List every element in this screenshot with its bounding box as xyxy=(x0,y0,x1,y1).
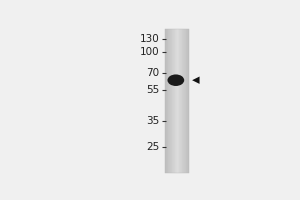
Bar xyxy=(180,29,181,173)
Bar xyxy=(188,29,189,173)
Bar xyxy=(167,29,168,173)
Bar xyxy=(182,29,183,173)
Polygon shape xyxy=(192,77,200,84)
Bar xyxy=(169,29,170,173)
Bar xyxy=(176,29,177,173)
Text: 100: 100 xyxy=(140,47,160,57)
Bar xyxy=(168,29,169,173)
Bar xyxy=(165,29,166,173)
Bar xyxy=(177,29,178,173)
Text: 70: 70 xyxy=(146,68,160,78)
Bar xyxy=(179,29,180,173)
Text: 25: 25 xyxy=(146,142,160,152)
Bar xyxy=(172,29,173,173)
Bar xyxy=(178,29,179,173)
Text: 35: 35 xyxy=(146,116,160,126)
Bar xyxy=(183,29,184,173)
Bar xyxy=(170,29,171,173)
Ellipse shape xyxy=(167,74,184,86)
Bar xyxy=(184,29,185,173)
Bar xyxy=(174,29,175,173)
Bar xyxy=(173,29,174,173)
Bar xyxy=(187,29,188,173)
Text: 130: 130 xyxy=(140,34,160,44)
Bar xyxy=(165,29,189,173)
Bar xyxy=(181,29,182,173)
Bar xyxy=(185,29,186,173)
Bar xyxy=(186,29,187,173)
Bar xyxy=(171,29,172,173)
Text: 55: 55 xyxy=(146,85,160,95)
Bar xyxy=(175,29,176,173)
Bar xyxy=(166,29,167,173)
